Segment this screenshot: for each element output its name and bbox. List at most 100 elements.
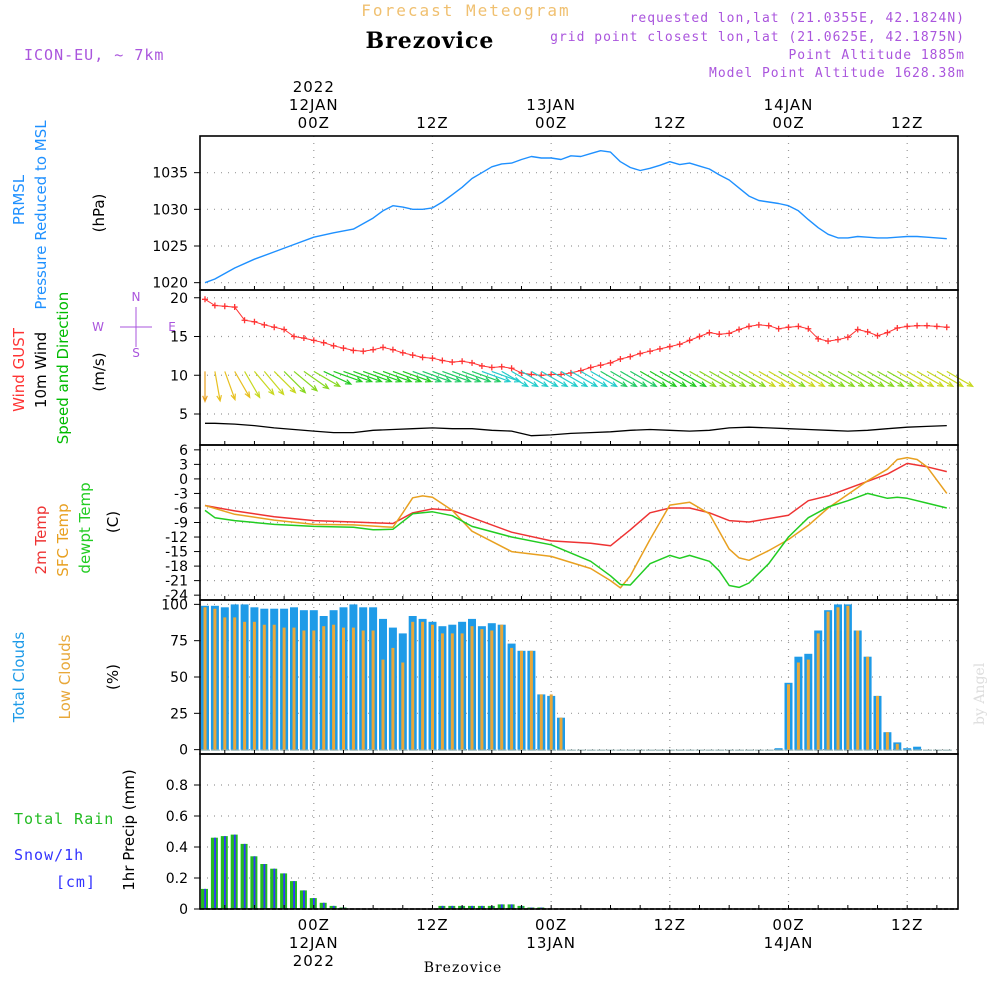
precip-unit: 1hr Precip (mm) <box>120 769 138 890</box>
precip-label-snow: Snow/1h <box>14 846 84 864</box>
low-cloud-bar <box>252 621 256 750</box>
low-cloud-bar <box>866 656 870 750</box>
compass-n: N <box>132 290 141 304</box>
pressure-ytick-label: 1025 <box>152 239 188 255</box>
temp-unit: (C) <box>104 511 122 533</box>
total-cloud-bar <box>774 748 783 750</box>
clouds-label-total: Total Clouds <box>10 632 28 724</box>
low-cloud-bar <box>520 650 523 750</box>
gust-point <box>202 296 208 303</box>
wind-arrow <box>303 370 330 390</box>
gust-point <box>310 337 317 344</box>
wind-arrow <box>511 370 539 388</box>
pressure-line <box>204 149 947 284</box>
requested-coords: requested lon,lat (21.0355E, 42.1824N) <box>630 11 965 26</box>
wind-arrow <box>620 370 648 388</box>
wind-arrow <box>570 370 599 388</box>
gust-point <box>726 330 733 337</box>
clouds-ytick-label: 25 <box>170 706 188 722</box>
wind-label-dir: Speed and Direction <box>54 292 72 445</box>
precip-ytick-label: 0.2 <box>166 871 188 887</box>
snow-bar <box>500 904 503 909</box>
wind-arrow <box>263 371 285 396</box>
wind-arrow <box>778 370 806 388</box>
temp-label-sfc: SFC Temp <box>54 503 72 576</box>
wind-arrow <box>788 370 816 388</box>
gust-point <box>271 324 278 331</box>
wind-arrow <box>461 370 492 383</box>
pressure-ytick-label: 1030 <box>152 202 188 218</box>
clouds-unit: (%) <box>104 664 122 690</box>
low-cloud-bar <box>470 626 474 750</box>
bottom-date-label: 13JAN <box>526 934 576 952</box>
wind-arrow <box>748 370 777 388</box>
snow-bar <box>233 834 236 909</box>
low-cloud-bar <box>272 624 276 750</box>
gust-point <box>933 323 940 330</box>
low-cloud-bar <box>895 743 899 750</box>
model-altitude: Model Point Altitude 1628.38m <box>709 66 965 81</box>
clouds-ytick-label: 75 <box>170 634 188 650</box>
wind-arrow <box>847 370 876 388</box>
top-time-label: 00Z <box>298 114 330 132</box>
snow-bar <box>332 905 335 909</box>
snow-bar <box>293 881 295 909</box>
gust-point <box>676 341 683 348</box>
bottom-time-label: 12Z <box>416 916 448 934</box>
gust-point <box>736 326 743 333</box>
gust-point <box>656 345 663 352</box>
gust-point <box>380 344 387 351</box>
top-time-label: 12Z <box>891 114 923 132</box>
top-time-label: 00Z <box>772 114 804 132</box>
snow-bar <box>481 905 483 909</box>
total-cloud-bar <box>913 746 922 750</box>
gust-point <box>231 304 238 311</box>
gust-point <box>666 343 673 350</box>
low-cloud-bar <box>421 621 425 750</box>
low-cloud-bar <box>282 627 286 750</box>
gust-point <box>923 322 930 329</box>
pressure-unit: (hPa) <box>90 194 108 233</box>
low-cloud-bar <box>371 630 375 750</box>
gust-point <box>508 365 515 372</box>
bottom-time-label: 12Z <box>654 916 686 934</box>
low-cloud-bar <box>846 605 850 750</box>
wind-arrow <box>946 370 975 388</box>
low-cloud-bar <box>361 630 365 750</box>
wind-arrow <box>669 370 698 388</box>
wind-arrow <box>728 370 757 388</box>
clouds-ytick-label: 100 <box>161 597 188 613</box>
wind-arrow <box>353 370 383 383</box>
gust-point <box>825 338 832 345</box>
wind-ytick-label: 10 <box>170 368 188 384</box>
snow-bar <box>313 898 315 909</box>
gust-point <box>469 359 476 366</box>
snow-bar <box>322 902 325 909</box>
axis-labels: 10201025103010355101520630-3-6-9-12-15-1… <box>10 78 923 970</box>
low-cloud-bar <box>302 630 306 750</box>
gust-point <box>706 329 713 336</box>
wind-label-10m: 10m Wind <box>32 332 50 408</box>
wind-arrow <box>827 370 856 388</box>
low-cloud-bar <box>203 607 207 750</box>
gust-point <box>795 323 802 330</box>
low-cloud-bar <box>391 647 395 750</box>
temp-ytick-label: -24 <box>165 588 188 604</box>
temp-ytick-label: -15 <box>165 545 188 561</box>
gust-point <box>439 357 446 364</box>
snow-bar <box>441 905 444 909</box>
wind-arrow <box>224 371 236 402</box>
precip-bg <box>200 754 958 909</box>
wind-arrow <box>857 370 886 388</box>
gust-point <box>597 362 604 369</box>
bottom-date-label: 14JAN <box>764 934 814 952</box>
gust-point <box>478 362 485 369</box>
top-date-label: 14JAN <box>764 96 814 114</box>
wind-arrow <box>333 370 364 383</box>
low-cloud-bar <box>490 630 494 750</box>
gust-point <box>815 335 822 342</box>
gust-point <box>884 329 891 336</box>
wind-arrow <box>600 370 628 388</box>
wind-arrow <box>323 370 353 385</box>
low-cloud-bar <box>342 627 345 750</box>
